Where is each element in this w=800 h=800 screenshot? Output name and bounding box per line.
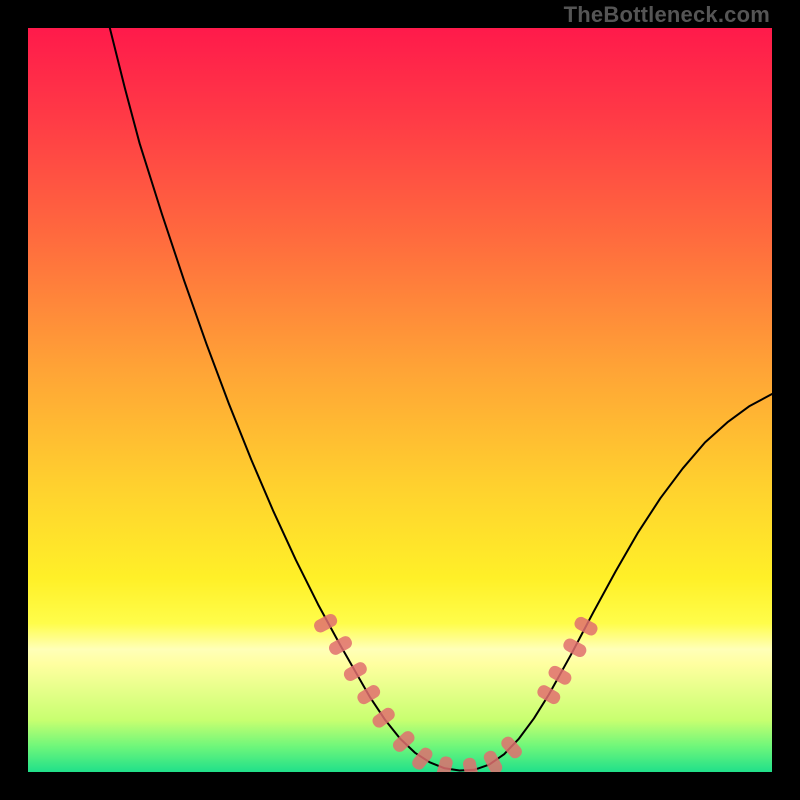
- bottleneck-plot: [28, 28, 772, 772]
- watermark-text: TheBottleneck.com: [564, 2, 770, 28]
